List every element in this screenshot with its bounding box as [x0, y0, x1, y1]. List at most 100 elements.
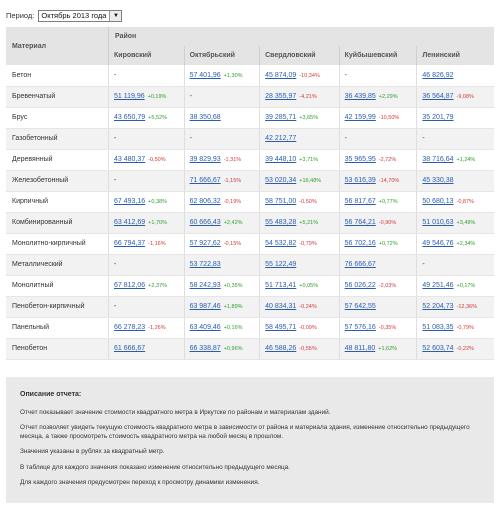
price-link[interactable]: 38 716,64 — [422, 156, 454, 163]
price-cell: 43 650,79 +5,52% — [108, 107, 185, 129]
price-link[interactable]: 58 751,00 — [265, 198, 297, 205]
price-cell: - — [108, 170, 185, 192]
price-link[interactable]: 35 201,79 — [422, 114, 454, 121]
price-link[interactable]: 52 204,73 — [422, 303, 454, 310]
table-header-row: Материал Район — [6, 27, 494, 65]
district-column-header[interactable]: Кировский — [114, 52, 152, 59]
change-percent: -14,70% — [378, 178, 400, 184]
change-percent: -0,22% — [456, 346, 474, 352]
price-link[interactable]: 42 212,77 — [265, 135, 297, 142]
period-filter: Период: Октябрь 2013 года ▼ — [6, 9, 123, 22]
change-percent: -2,72% — [378, 157, 397, 163]
price-link[interactable]: 58 495,71 — [265, 324, 297, 331]
price-link[interactable]: 54 532,82 — [265, 240, 297, 247]
price-cell: 35 965,95 -2,72% — [338, 149, 417, 171]
price-cell: 36 439,85 +2,29% — [338, 86, 417, 108]
price-cell: 56 817,67 +0,77% — [338, 191, 417, 213]
price-link[interactable]: 55 483,28 — [265, 219, 297, 226]
material-column-header[interactable]: Материал — [6, 27, 109, 65]
price-link[interactable]: 53 616,39 — [344, 177, 376, 184]
price-link[interactable]: 49 546,76 — [422, 240, 454, 247]
district-column-header[interactable]: Ленинский — [416, 46, 494, 65]
price-link[interactable]: 39 448,10 — [265, 156, 297, 163]
district-column-header[interactable]: Свердловский — [259, 46, 340, 65]
price-link[interactable]: 36 564,87 — [422, 93, 454, 100]
price-link[interactable]: 52 603,74 — [422, 345, 454, 352]
price-link[interactable]: 57 642,55 — [344, 303, 376, 310]
price-link[interactable]: 36 439,85 — [344, 93, 376, 100]
price-link[interactable]: 50 680,13 — [422, 198, 454, 205]
price-link[interactable]: 45 874,09 — [265, 71, 297, 79]
price-cell: 63 412,69 +1,70% — [108, 212, 185, 234]
price-cell: 45 874,09 -10,34% — [259, 65, 340, 87]
price-link[interactable]: 66 794,37 — [114, 240, 146, 247]
material-name: Пенобетон-кирпичный — [6, 296, 109, 318]
price-link[interactable]: 53 020,34 — [265, 177, 297, 184]
price-link[interactable]: 38 350,68 — [189, 114, 221, 121]
price-link[interactable]: 53 722,83 — [189, 261, 221, 268]
price-link[interactable]: 39 285,71 — [265, 114, 297, 121]
table-row: Комбинированный 63 412,69 +1,70% 60 666,43 +… — [6, 212, 494, 234]
period-label: Период: — [6, 11, 35, 20]
price-link[interactable]: 56 026,22 — [344, 282, 376, 289]
price-cell: - — [108, 254, 185, 276]
price-link[interactable]: 46 588,26 — [265, 345, 297, 352]
price-link[interactable]: 56 702,16 — [344, 240, 376, 247]
price-link[interactable]: 51 083,35 — [422, 324, 454, 331]
table-row: Брус 43 650,79 +5,52% 38 350,68 39 285,71 +3,… — [6, 107, 494, 129]
district-column-header[interactable]: Куйбышевский — [338, 46, 417, 65]
change-percent: +3,65% — [299, 115, 319, 121]
price-link[interactable]: 63 409,46 — [189, 324, 221, 331]
price-link[interactable]: 71 666,67 — [189, 177, 221, 184]
change-percent: -4,21% — [299, 94, 317, 100]
price-link[interactable]: 56 764,21 — [344, 219, 376, 226]
price-link[interactable]: 49 251,46 — [422, 282, 454, 289]
price-link[interactable]: 57 576,16 — [344, 324, 376, 331]
price-link[interactable]: 58 242,93 — [189, 282, 221, 289]
change-percent: +1,70% — [148, 220, 167, 226]
price-link[interactable]: 57 927,62 — [189, 240, 221, 247]
change-percent: +0,96% — [223, 346, 243, 352]
description-paragraph: Для каждого значения предусмотрен перехо… — [20, 479, 260, 486]
price-link[interactable]: 56 817,67 — [344, 198, 376, 205]
price-link[interactable]: 48 811,80 — [344, 345, 376, 352]
price-cell: 42 212,77 — [259, 128, 340, 150]
price-link[interactable]: 42 159,99 — [344, 114, 376, 121]
price-link[interactable]: 51 010,63 — [422, 219, 454, 226]
district-column-header[interactable]: Октябрьский — [183, 46, 260, 65]
price-link[interactable]: 28 355,97 — [265, 93, 297, 100]
price-link[interactable]: 43 480,37 — [114, 156, 146, 163]
period-select[interactable]: Октябрь 2013 года ▼ — [38, 9, 123, 22]
price-link[interactable]: 62 806,32 — [189, 198, 221, 205]
price-link[interactable]: 51 713,41 — [265, 282, 297, 289]
price-cell: 67 812,06 +2,37% — [108, 275, 185, 297]
price-link[interactable]: 46 826,92 — [422, 71, 454, 79]
price-cell: 56 702,16 +0,72% — [338, 233, 417, 255]
price-link[interactable]: 67 493,16 — [114, 198, 146, 205]
price-link[interactable]: 63 412,69 — [114, 219, 146, 226]
price-link[interactable]: 39 829,93 — [189, 156, 221, 163]
price-cell: - — [183, 128, 260, 150]
price-link[interactable]: 76 666,67 — [344, 261, 376, 268]
price-link[interactable]: 66 278,23 — [114, 324, 146, 331]
price-link[interactable]: 61 666,67 — [114, 345, 146, 352]
table-row: Пенобетон-кирпичный -63 987,46 +1,89% 40 83… — [6, 296, 494, 318]
material-name: Железобетонный — [6, 170, 109, 192]
price-link[interactable]: 67 812,06 — [114, 282, 146, 289]
chevron-down-icon[interactable]: ▼ — [109, 10, 122, 21]
change-percent: -12,36% — [456, 304, 478, 310]
price-link[interactable]: 51 119,96 — [114, 93, 145, 100]
price-link[interactable]: 43 650,79 — [114, 114, 146, 121]
price-link[interactable]: 63 987,46 — [189, 303, 221, 310]
price-link[interactable]: 57 401,96 — [189, 71, 221, 79]
price-link[interactable]: 66 338,87 — [189, 345, 221, 352]
price-link[interactable]: 40 834,31 — [265, 303, 297, 310]
no-value: - — [344, 71, 347, 79]
price-cell: 40 834,31 -0,24% — [259, 296, 340, 318]
no-value: - — [114, 261, 117, 268]
price-link[interactable]: 45 330,38 — [422, 177, 454, 184]
price-link[interactable]: 60 666,43 — [189, 219, 221, 226]
price-cell: 48 811,80 +1,62% — [338, 338, 417, 360]
price-link[interactable]: 35 965,95 — [344, 156, 376, 163]
price-link[interactable]: 55 122,49 — [265, 261, 297, 268]
